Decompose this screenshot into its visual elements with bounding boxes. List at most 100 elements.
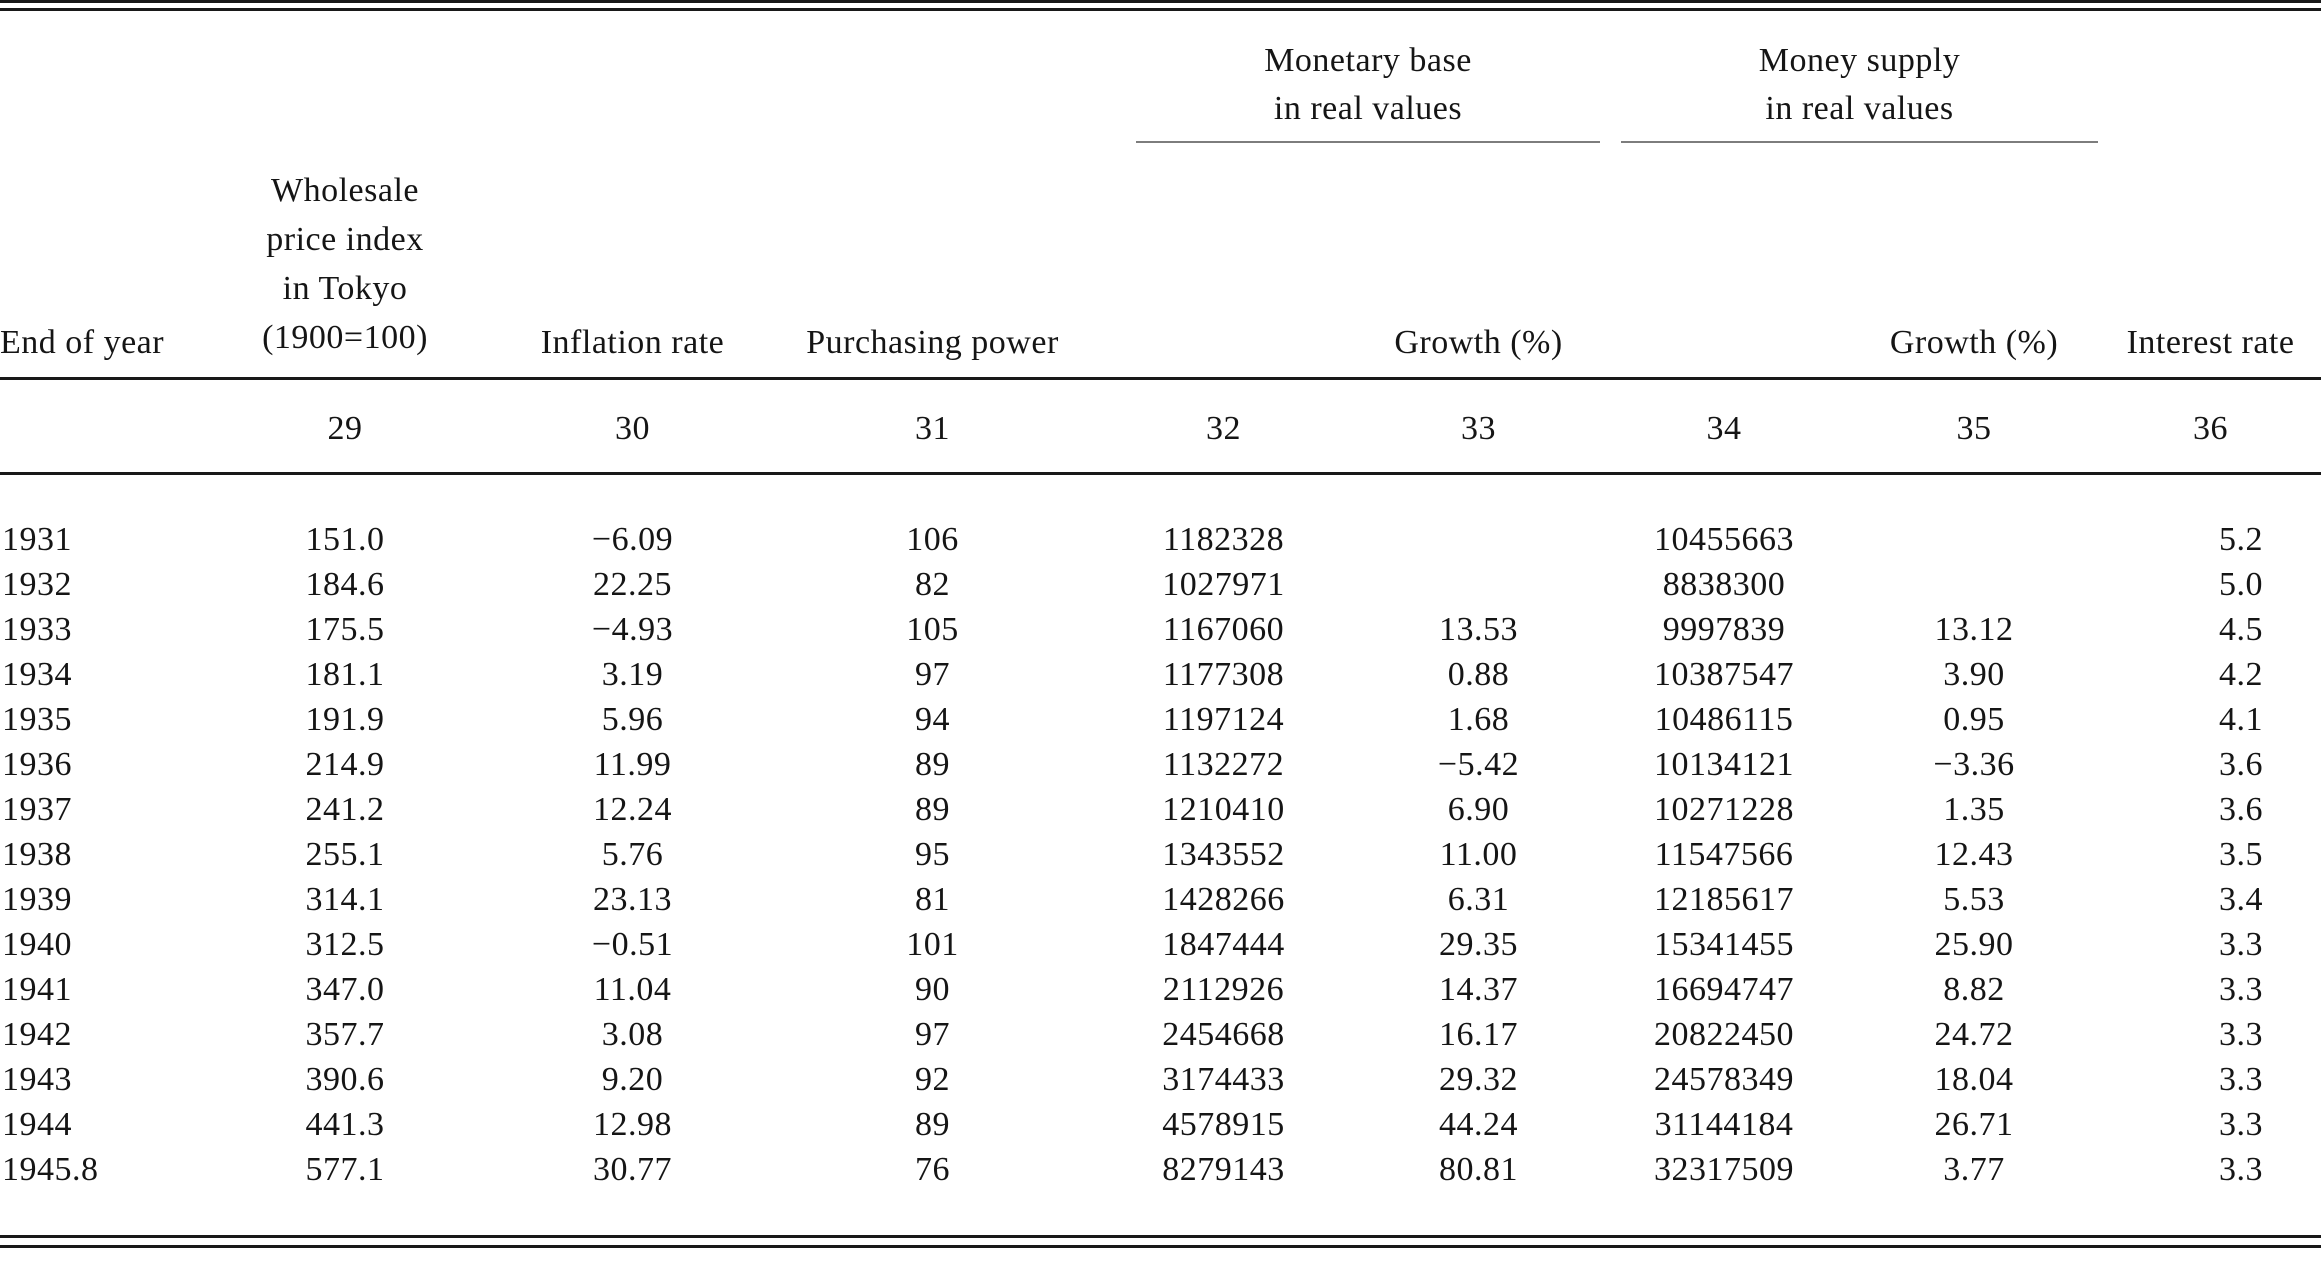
cell-mb: 1167060 (1162, 610, 1285, 648)
cell-ms-growth: 8.82 (1943, 970, 2005, 1008)
cell-interest: 3.3 (2219, 1060, 2264, 1098)
spacer-cell (2100, 11, 2321, 143)
cell-mb: 1177308 (1162, 655, 1285, 693)
cell-mb-growth: 29.32 (1439, 1060, 1518, 1098)
column-header-row: End of year Wholesale price index in Tok… (0, 143, 2321, 379)
cell-interest: 4.5 (2219, 610, 2264, 648)
cell-year: 1937 (2, 790, 72, 828)
cell-inflation: 12.24 (593, 790, 672, 828)
cell-mb-growth: 14.37 (1439, 970, 1518, 1008)
table-row: 1941 347.0 11.04 90 2112926 14.37 16694747 8.82… (0, 967, 2321, 1012)
cell-mb-growth: 11.00 (1439, 835, 1518, 873)
cell-year: 1938 (2, 835, 72, 873)
cell-purchasing: 97 (915, 655, 950, 693)
cell-ms-growth: 13.12 (1934, 610, 2014, 648)
table-row: 1931 151.0 −6.09 106 1182328 10455663 5.2 (0, 474, 2321, 563)
cell-year: 1945.8 (2, 1150, 99, 1188)
cell-mb: 1210410 (1162, 790, 1285, 828)
cell-mb-growth (1357, 474, 1600, 563)
spanner-row: Monetary base in real values Money suppl… (0, 11, 2321, 143)
cell-year: 1940 (2, 925, 72, 963)
cell-wpi: 312.5 (305, 925, 385, 963)
cell-wpi: 577.1 (305, 1150, 385, 1188)
cell-mb: 1428266 (1162, 880, 1285, 918)
header-growth-monetary-base: Growth (%) (1394, 324, 1563, 361)
cell-interest: 3.4 (2219, 880, 2264, 918)
cell-inflation: 3.19 (601, 655, 664, 693)
column-number-31: 31 (915, 410, 950, 447)
cell-wpi: 191.9 (305, 700, 385, 738)
spanner-monetary-base: Monetary base in real values (1090, 11, 1601, 143)
spanner-money-supply-label: Money supply in real values (1621, 37, 2099, 143)
cell-purchasing: 101 (906, 925, 959, 963)
cell-ms-growth: 18.04 (1934, 1060, 2014, 1098)
cell-interest: 4.2 (2219, 655, 2264, 693)
cell-year: 1936 (2, 745, 72, 783)
cell-ms-growth: 5.53 (1943, 880, 2005, 918)
cell-mb-growth: 6.90 (1447, 790, 1510, 828)
cell-purchasing: 105 (906, 610, 959, 648)
cell-mb: 1847444 (1162, 925, 1285, 963)
cell-mb-growth: 1.68 (1447, 700, 1510, 738)
cell-interest: 4.1 (2219, 700, 2264, 738)
cell-wpi: 441.3 (305, 1105, 385, 1143)
cell-mb: 2112926 (1162, 970, 1285, 1008)
cell-mb: 1343552 (1162, 835, 1285, 873)
table-row: 1935 191.9 5.96 94 1197124 1.68 10486115 0.95 4.… (0, 697, 2321, 742)
cell-ms: 11547566 (1654, 835, 1794, 873)
cell-ms: 31144184 (1654, 1105, 1794, 1143)
column-number-35: 35 (1956, 410, 1992, 447)
top-rule-inner (0, 8, 2321, 11)
cell-ms-growth: 1.35 (1943, 790, 2005, 828)
cell-year: 1933 (2, 610, 72, 648)
cell-purchasing: 81 (915, 880, 950, 918)
cell-interest: 3.6 (2219, 745, 2264, 783)
cell-interest: 5.2 (2219, 520, 2264, 558)
paper-table-page: Monetary base in real values Money suppl… (0, 0, 2321, 1248)
cell-mb: 2454668 (1162, 1015, 1285, 1053)
cell-mb-growth (1357, 562, 1600, 607)
table-row: 1942 357.7 3.08 97 2454668 16.17 20822450 24.72… (0, 1012, 2321, 1057)
cell-ms: 24578349 (1654, 1060, 1795, 1098)
cell-purchasing: 76 (915, 1150, 950, 1188)
spanner-monetary-base-label: Monetary base in real values (1136, 37, 1601, 143)
column-number-32: 32 (1206, 410, 1241, 447)
cell-inflation: 22.25 (593, 565, 672, 603)
cell-inflation: −0.51 (591, 925, 674, 963)
cell-ms: 10486115 (1654, 700, 1794, 738)
cell-inflation: 3.08 (601, 1015, 664, 1053)
top-rule-outer (0, 0, 2321, 3)
spanner-money-supply: Money supply in real values (1600, 11, 2100, 143)
cell-inflation: −4.93 (591, 610, 674, 648)
header-purchasing-power: Purchasing power (806, 324, 1059, 361)
cell-mb-growth: 80.81 (1439, 1150, 1518, 1188)
spacer-cell (200, 11, 490, 143)
cell-mb: 4578915 (1162, 1105, 1285, 1143)
cell-interest: 3.5 (2219, 835, 2264, 873)
cell-ms: 32317509 (1654, 1150, 1795, 1188)
table-row: 1945.8 577.1 30.77 76 8279143 80.81 32317509 3.… (0, 1147, 2321, 1192)
column-number-30: 30 (615, 410, 650, 447)
cell-purchasing: 94 (915, 700, 950, 738)
statistics-table: Monetary base in real values Money suppl… (0, 11, 2321, 1192)
bottom-rules (0, 1235, 2321, 1248)
column-number-row: 29 30 31 32 33 34 35 36 (0, 379, 2321, 474)
cell-wpi: 241.2 (305, 790, 385, 828)
table-row: 1939 314.1 23.13 81 1428266 6.31 12185617 5.53 3… (0, 877, 2321, 922)
cell-inflation: 12.98 (593, 1105, 672, 1143)
cell-wpi: 314.1 (305, 880, 385, 918)
cell-ms-growth (1848, 474, 2100, 563)
cell-purchasing: 106 (906, 520, 959, 558)
header-inflation-rate: Inflation rate (540, 324, 725, 361)
cell-inflation: 5.76 (601, 835, 664, 873)
cell-inflation: 23.13 (593, 880, 672, 918)
table-row: 1932 184.6 22.25 82 1027971 8838300 5.0 (0, 562, 2321, 607)
cell-ms-growth: 24.72 (1934, 1015, 2014, 1053)
cell-mb: 1197124 (1162, 700, 1285, 738)
cell-mb-growth: 6.31 (1447, 880, 1510, 918)
cell-year: 1931 (2, 520, 72, 558)
cell-ms-growth (1848, 562, 2100, 607)
cell-mb-growth: 0.88 (1447, 655, 1510, 693)
cell-interest: 3.3 (2219, 970, 2264, 1008)
cell-year: 1932 (2, 565, 72, 603)
